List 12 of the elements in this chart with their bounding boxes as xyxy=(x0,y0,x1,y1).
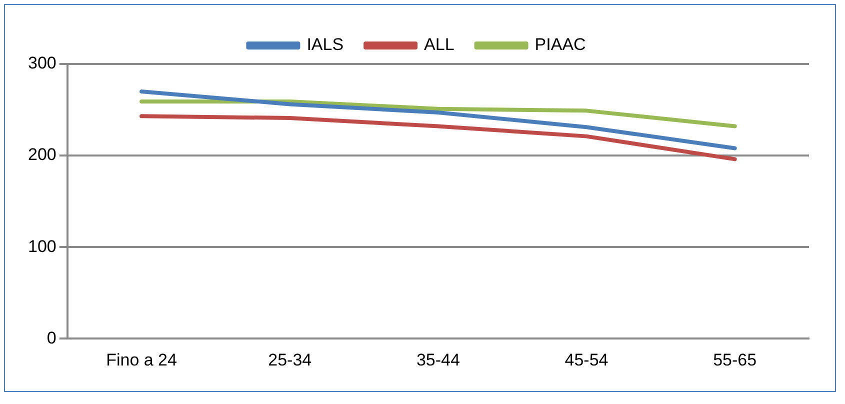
x-tick-label: 45-54 xyxy=(564,350,608,370)
x-tick-label: 35-44 xyxy=(416,350,460,370)
x-tick-label: 25-34 xyxy=(268,350,312,370)
y-tick-label: 200 xyxy=(28,145,56,164)
legend-label: IALS xyxy=(306,35,344,54)
y-tick-label: 0 xyxy=(46,328,56,348)
y-tick-label: 300 xyxy=(28,54,56,73)
legend-label: PIAAC xyxy=(534,35,586,54)
legend-label: ALL xyxy=(424,35,454,54)
y-tick-label: 100 xyxy=(28,236,56,256)
x-tick-label: 55-65 xyxy=(713,350,757,370)
x-tick-label: Fino a 24 xyxy=(106,350,177,370)
